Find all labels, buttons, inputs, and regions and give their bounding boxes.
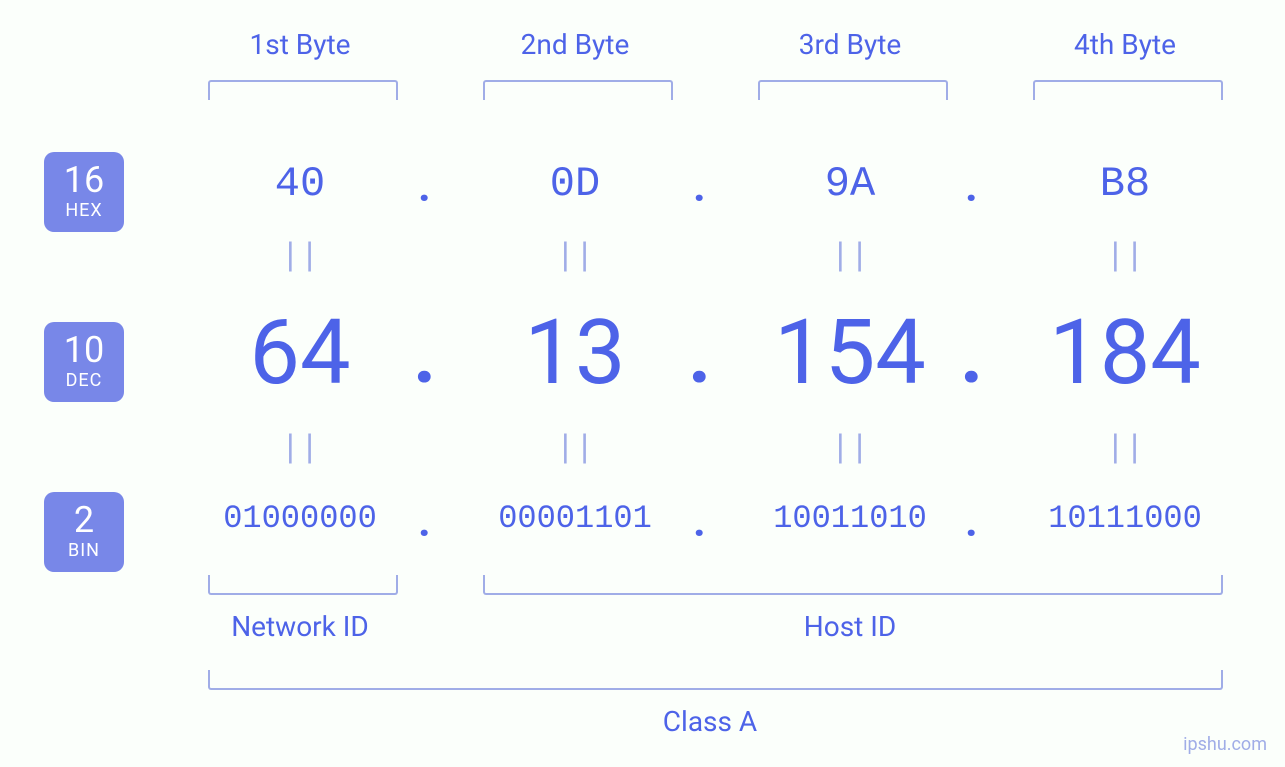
- host-label: Host ID: [745, 610, 955, 643]
- bin-4: 10111000: [1020, 500, 1230, 537]
- ip-diagram: 1st Byte 2nd Byte 3rd Byte 4th Byte 16 H…: [0, 0, 1285, 767]
- badge-dec-base: 10: [44, 332, 124, 368]
- host-bracket: [483, 575, 1223, 595]
- badge-hex-label: HEX: [44, 202, 124, 220]
- byte-bracket-1: [208, 80, 398, 100]
- watermark: ipshu.com: [1183, 734, 1267, 755]
- bin-dot-2: .: [693, 495, 706, 547]
- byte-bracket-2: [483, 80, 673, 100]
- badge-dec-label: DEC: [44, 372, 124, 390]
- bin-1: 01000000: [195, 500, 405, 537]
- dec-dot-2: .: [688, 308, 711, 402]
- hex-4: B8: [1020, 160, 1230, 208]
- eq-hex-dec-1: ||: [280, 238, 320, 275]
- dec-dot-1: .: [413, 308, 436, 402]
- class-bracket: [208, 670, 1223, 690]
- byte-header-2: 2nd Byte: [470, 28, 680, 61]
- dec-1: 64: [195, 300, 405, 405]
- dec-dot-3: .: [960, 308, 983, 402]
- network-bracket: [208, 575, 398, 595]
- bin-dot-3: .: [965, 495, 978, 547]
- bin-dot-1: .: [418, 495, 431, 547]
- eq-dec-bin-2: ||: [555, 430, 595, 467]
- eq-hex-dec-2: ||: [555, 238, 595, 275]
- byte-bracket-3: [758, 80, 948, 100]
- eq-dec-bin-3: ||: [830, 430, 870, 467]
- eq-dec-bin-1: ||: [280, 430, 320, 467]
- badge-hex: 16 HEX: [44, 152, 124, 232]
- byte-header-1: 1st Byte: [195, 28, 405, 61]
- byte-bracket-4: [1033, 80, 1223, 100]
- class-label: Class A: [605, 705, 815, 738]
- network-label: Network ID: [195, 610, 405, 643]
- eq-hex-dec-4: ||: [1105, 238, 1145, 275]
- byte-header-4: 4th Byte: [1020, 28, 1230, 61]
- badge-dec: 10 DEC: [44, 322, 124, 402]
- hex-3: 9A: [745, 160, 955, 208]
- hex-dot-3: .: [965, 160, 978, 212]
- bin-2: 00001101: [470, 500, 680, 537]
- dec-2: 13: [470, 300, 680, 405]
- badge-bin-base: 2: [44, 502, 124, 538]
- byte-header-3: 3rd Byte: [745, 28, 955, 61]
- hex-1: 40: [195, 160, 405, 208]
- hex-dot-1: .: [418, 160, 431, 212]
- hex-2: 0D: [470, 160, 680, 208]
- bin-3: 10011010: [745, 500, 955, 537]
- eq-hex-dec-3: ||: [830, 238, 870, 275]
- dec-3: 154: [745, 300, 955, 405]
- badge-hex-base: 16: [44, 162, 124, 198]
- eq-dec-bin-4: ||: [1105, 430, 1145, 467]
- badge-bin-label: BIN: [44, 542, 124, 560]
- badge-bin: 2 BIN: [44, 492, 124, 572]
- hex-dot-2: .: [693, 160, 706, 212]
- dec-4: 184: [1020, 300, 1230, 405]
